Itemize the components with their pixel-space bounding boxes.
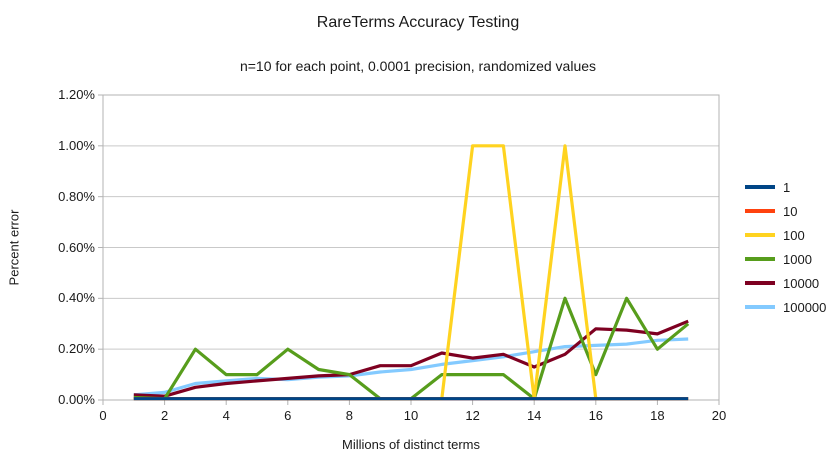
legend-entry-100: 100 [745,223,826,247]
legend-swatch-10 [745,209,775,213]
legend-entry-1: 1 [745,175,826,199]
legend-entry-10000: 10000 [745,271,826,295]
series-line-10000 [133,319,689,398]
y-tick-label-1.00%: 1.00% [58,137,95,153]
legend-label-100: 100 [783,227,805,243]
y-tick-label-1.20%: 1.20% [58,87,95,102]
legend-label-1: 1 [783,179,791,195]
x-tick-label-10: 10 [403,408,419,423]
chart-subtitle: n=10 for each point, 0.0001 precision, r… [239,58,597,74]
y-tick-label-0.40%: 0.40% [58,290,95,306]
legend-entry-100000: 100000 [745,295,826,319]
x-tick-label-14: 14 [526,408,542,423]
y-tick-label-0.60%: 0.60% [58,239,95,255]
x-tick-label-0: 0 [99,408,107,423]
legend-swatch-100 [745,233,775,237]
x-tick-label-16: 16 [588,408,604,423]
legend-label-1000: 1000 [783,251,812,267]
x-tick-label-2: 2 [160,408,169,423]
legend-label-10: 10 [783,203,798,219]
legend: 1 10 100 1000 10000 100000 [745,175,826,319]
x-tick-label-8: 8 [345,408,353,423]
x-tick-label-4: 4 [222,408,230,423]
legend-label-100000: 100000 [783,299,827,315]
x-tick-label-12: 12 [465,408,480,423]
series-line-100 [133,144,689,401]
chart-title: RareTerms Accuracy Testing [316,14,520,31]
legend-entry-10: 10 [745,199,826,223]
y-tick-label-0.20%: 0.20% [58,341,95,357]
legend-swatch-1000 [745,257,775,261]
y-tick-label-0.00%: 0.00% [58,392,95,407]
legend-swatch-1 [745,185,775,189]
x-tick-label-6: 6 [284,408,292,423]
legend-swatch-10000 [745,281,775,285]
x-tick-label-18: 18 [650,408,665,423]
legend-entry-1000: 1000 [745,247,826,271]
series-line-100000 [133,337,689,397]
legend-swatch-100000 [745,305,775,309]
x-tick-label-20: 20 [711,408,727,423]
y-tick-label-0.80%: 0.80% [58,188,95,204]
legend-label-10000: 10000 [783,275,820,291]
x-axis-title: Millions of distinct terms [342,437,480,452]
